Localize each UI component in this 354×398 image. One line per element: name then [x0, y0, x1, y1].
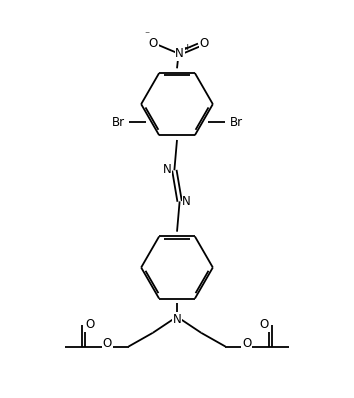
Text: O: O [85, 318, 94, 331]
Text: O: O [149, 37, 158, 49]
Text: +: + [183, 43, 191, 52]
Text: N: N [182, 195, 191, 209]
Text: O: O [199, 37, 209, 49]
Text: N: N [173, 313, 181, 326]
Text: N: N [175, 47, 184, 60]
Text: O: O [242, 337, 251, 350]
Text: N: N [163, 163, 172, 176]
Text: Br: Br [229, 115, 242, 129]
Text: ⁻: ⁻ [144, 31, 149, 41]
Text: O: O [260, 318, 269, 331]
Text: Br: Br [112, 115, 125, 129]
Text: O: O [103, 337, 112, 350]
